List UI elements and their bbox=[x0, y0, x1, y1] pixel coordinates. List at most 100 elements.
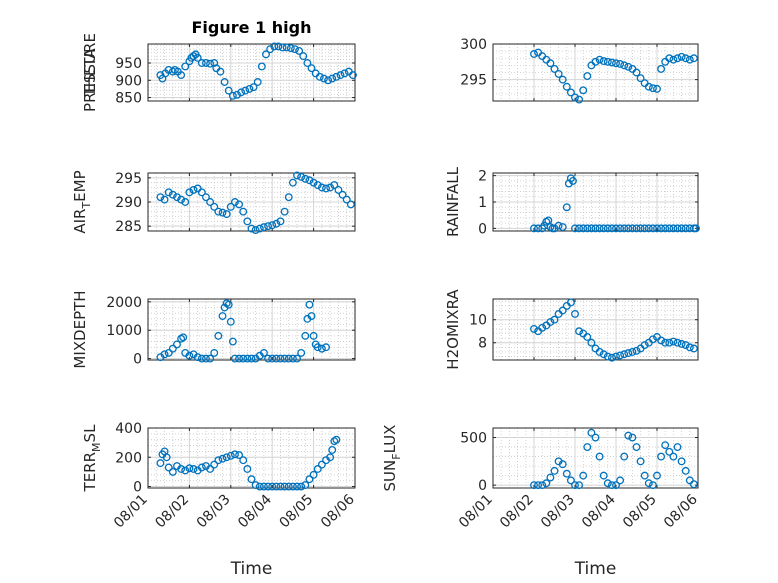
data-point bbox=[685, 55, 694, 64]
data-point bbox=[247, 224, 256, 233]
data-point bbox=[309, 470, 318, 479]
data-point bbox=[251, 226, 260, 234]
data-point bbox=[346, 200, 355, 209]
data-point bbox=[612, 481, 620, 490]
subplot-5: 0 1000 2000 MIXDEPTH bbox=[71, 290, 356, 369]
data-point bbox=[665, 54, 674, 63]
data-point bbox=[230, 198, 239, 206]
data-point bbox=[632, 443, 641, 451]
data-point bbox=[280, 482, 289, 491]
data-point bbox=[251, 481, 260, 490]
data-point bbox=[692, 224, 700, 233]
data-point bbox=[546, 318, 555, 326]
data-point bbox=[665, 224, 674, 233]
y-tick-label: 1 bbox=[478, 195, 487, 211]
data-point bbox=[681, 466, 690, 475]
data-point bbox=[197, 59, 206, 67]
y-axis-label: THETA bbox=[81, 48, 99, 98]
y-axis-label: AIRTEMP bbox=[71, 170, 93, 233]
data-point bbox=[628, 224, 637, 233]
y-tick-label: 10 bbox=[469, 313, 487, 329]
data-point bbox=[657, 336, 666, 345]
axes-background bbox=[148, 428, 355, 488]
axes-box bbox=[147, 298, 356, 361]
data-point bbox=[247, 354, 256, 363]
y-tick-label: 500 bbox=[460, 431, 487, 447]
data-point bbox=[301, 481, 310, 490]
data-point bbox=[301, 331, 310, 340]
data-point bbox=[583, 72, 592, 81]
data-point bbox=[612, 352, 620, 361]
data-point bbox=[197, 354, 206, 363]
data-point bbox=[228, 91, 237, 100]
data-point bbox=[322, 184, 330, 193]
data-point bbox=[669, 55, 678, 64]
data-point bbox=[332, 72, 341, 81]
data-point bbox=[328, 446, 337, 454]
data-point bbox=[603, 57, 612, 66]
data-point bbox=[220, 78, 229, 86]
data-point bbox=[326, 453, 335, 462]
data-point bbox=[636, 224, 645, 233]
data-point bbox=[330, 181, 339, 190]
data-point bbox=[322, 343, 330, 352]
data-point bbox=[272, 354, 281, 363]
data-point bbox=[648, 481, 657, 490]
data-point bbox=[307, 64, 316, 73]
axes-box bbox=[147, 427, 356, 489]
data-point bbox=[340, 69, 349, 78]
data-point bbox=[288, 482, 297, 491]
data-point bbox=[257, 62, 266, 71]
data-point bbox=[284, 482, 293, 491]
data-point bbox=[648, 335, 657, 344]
data-point bbox=[179, 333, 188, 342]
data-point bbox=[554, 69, 563, 78]
data-point bbox=[259, 223, 268, 232]
data-point bbox=[644, 224, 653, 233]
data-point bbox=[295, 46, 304, 55]
data-point bbox=[313, 465, 322, 473]
data-point bbox=[288, 178, 297, 187]
data-point bbox=[657, 452, 666, 461]
data-point bbox=[168, 190, 177, 199]
data-point bbox=[530, 224, 538, 233]
data-point bbox=[264, 354, 273, 363]
data-point bbox=[235, 354, 244, 363]
data-point bbox=[226, 202, 235, 211]
data-point bbox=[550, 466, 559, 475]
data-point bbox=[328, 74, 337, 83]
chart-title: Figure 1 high bbox=[192, 18, 312, 37]
data-point bbox=[297, 482, 306, 491]
data-point bbox=[603, 479, 612, 488]
data-point bbox=[276, 354, 285, 363]
data-point bbox=[210, 59, 219, 67]
y-axis-label: H2OMIXRA bbox=[444, 289, 462, 370]
data-point bbox=[210, 202, 219, 211]
data-point bbox=[640, 224, 649, 233]
data-point bbox=[202, 354, 210, 363]
y-tick-label: 400 bbox=[115, 421, 142, 437]
data-point bbox=[636, 457, 645, 466]
data-point bbox=[280, 354, 289, 363]
data-point bbox=[230, 354, 239, 363]
y-tick-label: 950 bbox=[115, 56, 142, 72]
data-point bbox=[599, 350, 608, 359]
data-point bbox=[218, 208, 227, 217]
data-point bbox=[583, 333, 592, 341]
data-point bbox=[224, 86, 233, 95]
subplot-4: 0 1 2 RAINFALL bbox=[444, 166, 700, 237]
data-point bbox=[636, 74, 645, 83]
data-point bbox=[202, 193, 210, 202]
data-point bbox=[644, 82, 653, 91]
data-point bbox=[309, 178, 318, 187]
data-point bbox=[202, 59, 210, 67]
data-point bbox=[162, 453, 171, 462]
axes-box bbox=[492, 43, 699, 102]
data-point bbox=[669, 452, 678, 461]
data-point bbox=[591, 57, 600, 66]
data-point bbox=[168, 467, 177, 476]
data-point bbox=[595, 452, 604, 461]
data-point bbox=[255, 482, 264, 491]
data-point bbox=[177, 71, 186, 80]
